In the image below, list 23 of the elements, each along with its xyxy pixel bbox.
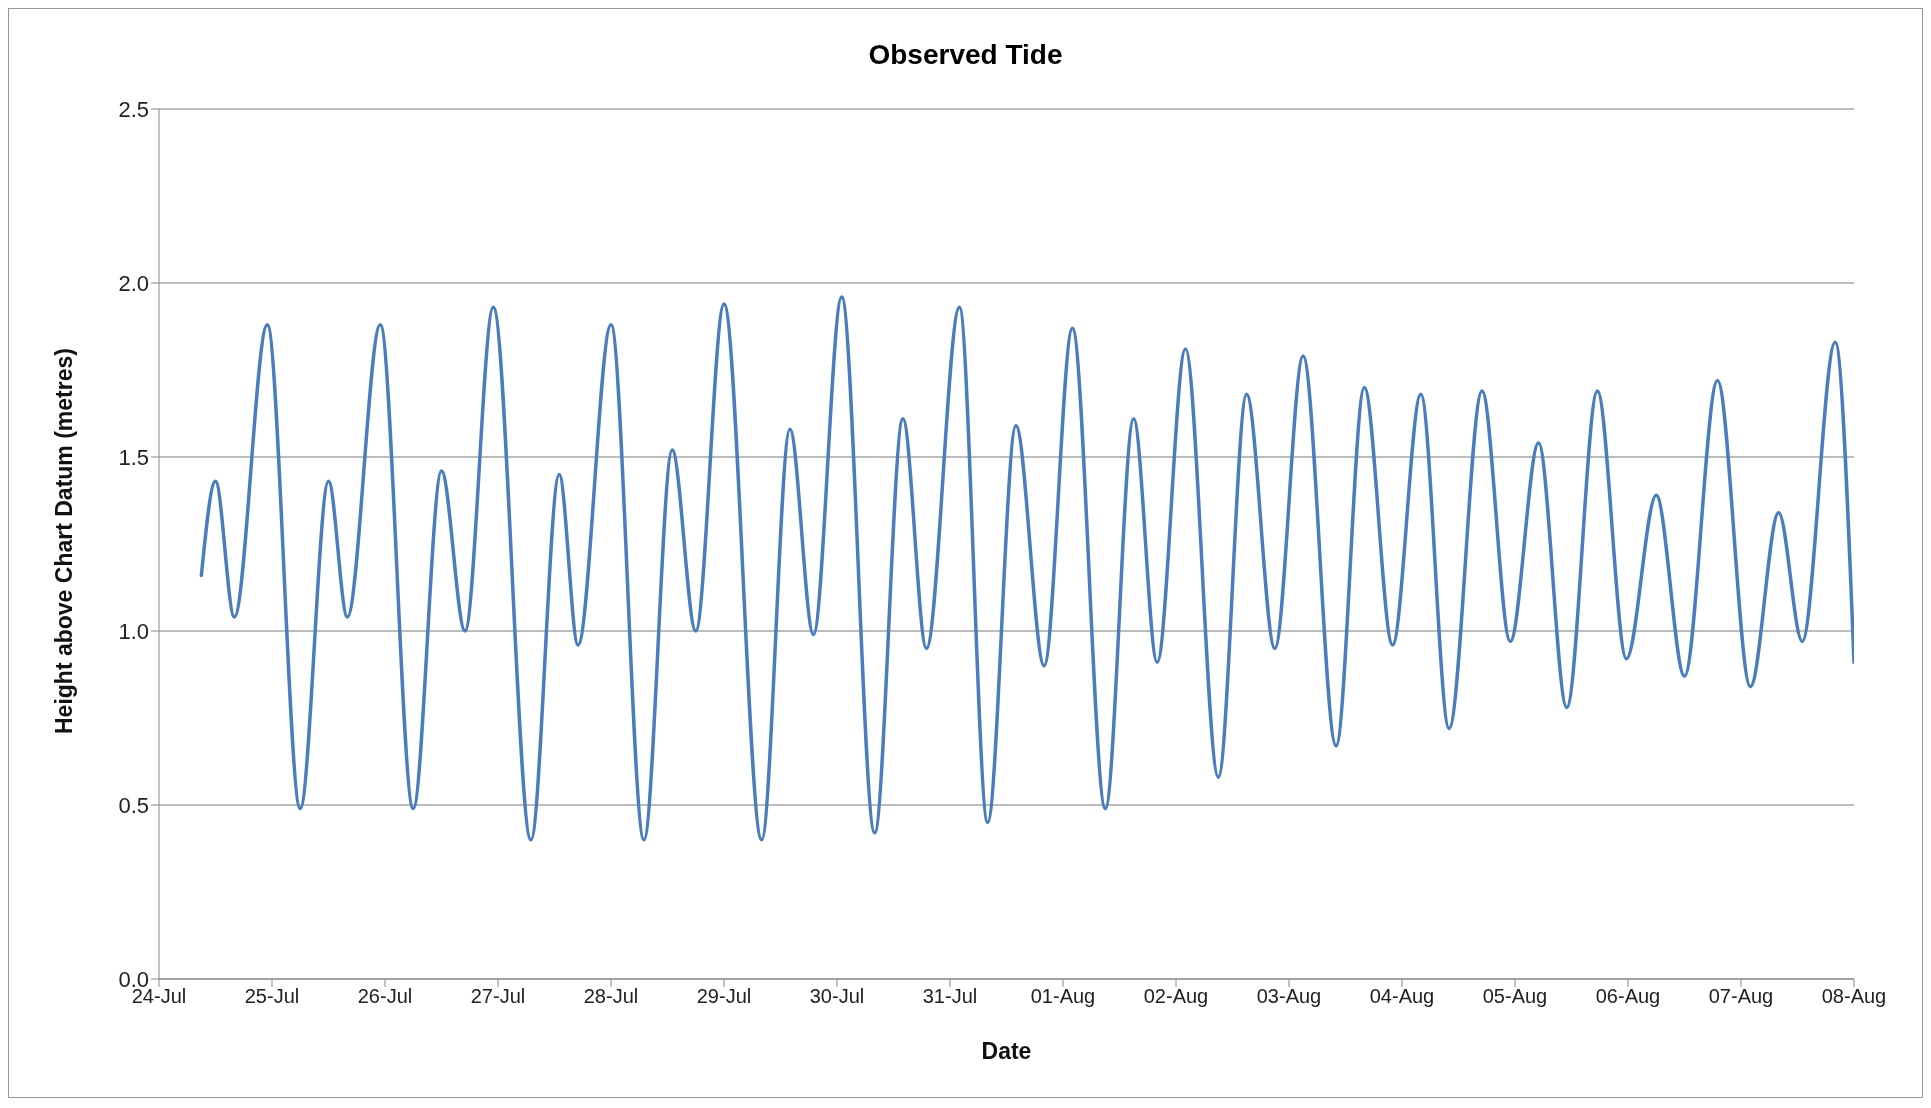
y-tick-label: 0.5 — [118, 792, 149, 818]
x-tick-label: 05-Aug — [1482, 985, 1548, 1008]
x-tick-label: 31-Jul — [922, 985, 978, 1008]
x-tick-label: 08-Aug — [1821, 985, 1887, 1008]
x-tick-label: 26-Jul — [357, 985, 413, 1008]
x-tick-label: 28-Jul — [583, 985, 639, 1008]
chart-title: Observed Tide — [867, 39, 1064, 71]
x-tick-label: 06-Aug — [1595, 985, 1661, 1008]
x-tick-label: 02-Aug — [1143, 985, 1209, 1008]
x-tick-label: 04-Aug — [1369, 985, 1435, 1008]
x-axis-title: Date — [981, 1038, 1032, 1064]
y-tick-label: 2.0 — [118, 270, 149, 296]
x-tick-label: 27-Jul — [470, 985, 526, 1008]
y-tick-label: 1.0 — [118, 618, 149, 644]
y-axis-title: Height above Chart Datum (metres) — [51, 348, 78, 734]
x-tick-label: 01-Aug — [1030, 985, 1096, 1008]
x-tick-label: 29-Jul — [696, 985, 752, 1008]
x-tick-label: 07-Aug — [1708, 985, 1774, 1008]
y-tick-label: 1.5 — [118, 444, 149, 470]
x-tick-label: 30-Jul — [809, 985, 865, 1008]
x-tick-label: 25-Jul — [244, 985, 300, 1008]
y-tick-label: 2.5 — [118, 96, 149, 122]
x-tick-label: 03-Aug — [1256, 985, 1322, 1008]
